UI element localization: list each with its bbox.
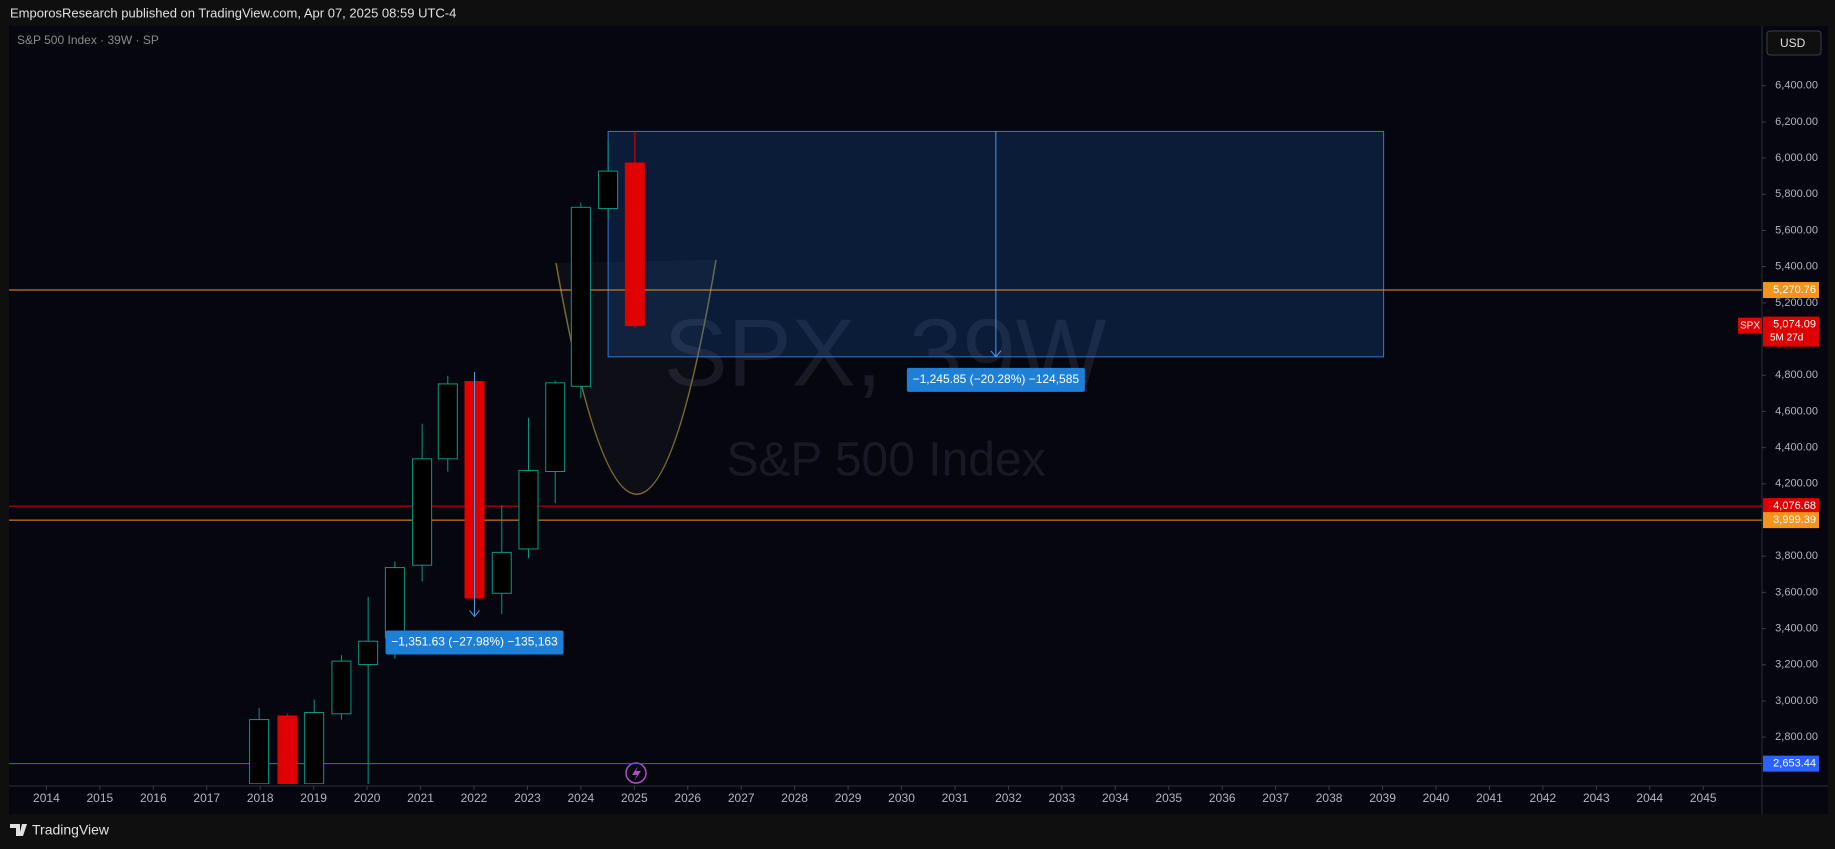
x-tick-label: 2016 bbox=[140, 791, 167, 805]
y-tick-label: 3,000.00 bbox=[1775, 695, 1818, 707]
candle-body bbox=[437, 383, 458, 460]
x-tick-label: 2015 bbox=[87, 791, 114, 805]
candle-body bbox=[570, 206, 591, 387]
x-tick-label: 2026 bbox=[674, 791, 701, 805]
y-tick-label: 6,400.00 bbox=[1775, 80, 1818, 92]
event-icon-bolt bbox=[632, 766, 641, 781]
y-tick-label: 5,600.00 bbox=[1775, 224, 1818, 236]
y-tick-label: 4,400.00 bbox=[1775, 442, 1818, 454]
x-tick-label: 2039 bbox=[1369, 791, 1396, 805]
x-tick-label: 2044 bbox=[1636, 791, 1663, 805]
plot-background bbox=[9, 26, 1762, 814]
candle-body bbox=[491, 551, 512, 594]
y-tick-label: 5,800.00 bbox=[1775, 188, 1818, 200]
x-tick-label: 2041 bbox=[1476, 791, 1503, 805]
y-tick-label: 3,200.00 bbox=[1775, 659, 1818, 671]
x-tick-label: 2037 bbox=[1262, 791, 1289, 805]
symbol-label: SPX bbox=[1740, 320, 1760, 331]
candle-body bbox=[277, 715, 298, 784]
candle-body bbox=[358, 640, 379, 666]
price-label: 5,270.76 bbox=[1773, 284, 1816, 296]
last-price-box bbox=[1763, 316, 1819, 347]
x-tick-label: 2033 bbox=[1049, 791, 1076, 805]
x-tick-label: 2020 bbox=[354, 791, 381, 805]
x-tick-label: 2023 bbox=[514, 791, 541, 805]
y-tick-label: 3,400.00 bbox=[1775, 622, 1818, 634]
x-tick-label: 2027 bbox=[728, 791, 755, 805]
x-tick-label: 2038 bbox=[1316, 791, 1343, 805]
measure-label: −1,351.63 (−27.98%) −135,163 bbox=[391, 635, 558, 649]
countdown-label: 5M 27d bbox=[1770, 332, 1803, 343]
y-tick-label: 3,600.00 bbox=[1775, 586, 1818, 598]
x-tick-label: 2042 bbox=[1530, 791, 1557, 805]
x-tick-label: 2032 bbox=[995, 791, 1022, 805]
legend-text: S&P 500 Index · 39W · SP bbox=[17, 33, 159, 47]
y-tick-label: 5,400.00 bbox=[1775, 261, 1818, 273]
y-tick-label: 3,800.00 bbox=[1775, 550, 1818, 562]
publisher-line: EmporosResearch published on TradingView… bbox=[10, 5, 456, 20]
watermark-name: S&P 500 Index bbox=[726, 434, 1045, 487]
chart-layer: 2,800.00 3,000.00 3,200.00 3,400.00 3,600.00… bbox=[9, 80, 1819, 805]
x-tick-label: 2031 bbox=[942, 791, 969, 805]
price-label: 2,653.44 bbox=[1773, 758, 1816, 770]
x-tick-label: 2017 bbox=[193, 791, 220, 805]
candle-body bbox=[331, 660, 352, 715]
event-icon[interactable] bbox=[625, 762, 647, 784]
candle-body bbox=[304, 712, 325, 784]
y-tick-label: 4,600.00 bbox=[1775, 405, 1818, 417]
x-tick-label: 2014 bbox=[33, 791, 60, 805]
price-label: 4,076.68 bbox=[1773, 500, 1816, 512]
x-tick-label: 2019 bbox=[300, 791, 327, 805]
price-label-box bbox=[1763, 282, 1819, 299]
price-label-box bbox=[1763, 512, 1819, 529]
price-label-box bbox=[1763, 498, 1819, 515]
price-label: 3,999.39 bbox=[1773, 514, 1816, 526]
x-tick-label: 2021 bbox=[407, 791, 434, 805]
candle-body bbox=[412, 458, 433, 566]
x-tick-label: 2036 bbox=[1209, 791, 1236, 805]
symbol-label-box bbox=[1738, 317, 1762, 334]
y-tick-label: 5,200.00 bbox=[1775, 297, 1818, 309]
x-tick-label: 2028 bbox=[781, 791, 808, 805]
brand-logo bbox=[10, 824, 27, 836]
measure-arrowhead bbox=[469, 610, 480, 618]
candle-body bbox=[624, 162, 645, 327]
measure-label-box bbox=[385, 630, 564, 655]
candle-body bbox=[598, 170, 619, 210]
x-tick-label: 2045 bbox=[1690, 791, 1717, 805]
y-tick-label: 2,800.00 bbox=[1775, 731, 1818, 743]
candle-body bbox=[384, 567, 405, 639]
x-tick-label: 2024 bbox=[568, 791, 595, 805]
price-label-box bbox=[1763, 755, 1819, 772]
candle-body bbox=[518, 469, 539, 550]
plot-area bbox=[9, 130, 1762, 784]
candle-body bbox=[545, 382, 566, 472]
y-tick-label: 6,200.00 bbox=[1775, 116, 1818, 128]
y-tick-label: 4,800.00 bbox=[1775, 369, 1818, 381]
x-tick-label: 2022 bbox=[461, 791, 488, 805]
currency-label[interactable]: USD bbox=[1780, 36, 1806, 50]
x-tick-label: 2018 bbox=[247, 791, 274, 805]
x-tick-label: 2040 bbox=[1423, 791, 1450, 805]
x-tick-label: 2029 bbox=[835, 791, 862, 805]
brand-name: TradingView bbox=[32, 822, 110, 838]
x-tick-label: 2025 bbox=[621, 791, 648, 805]
x-tick-label: 2034 bbox=[1102, 791, 1129, 805]
price-axis-background bbox=[1762, 26, 1828, 814]
currency-button[interactable] bbox=[1766, 30, 1822, 56]
x-tick-label: 2030 bbox=[888, 791, 915, 805]
x-tick-label: 2035 bbox=[1155, 791, 1182, 805]
y-tick-label: 4,200.00 bbox=[1775, 478, 1818, 490]
y-tick-label: 6,000.00 bbox=[1775, 152, 1818, 164]
measure-label: −1,245.85 (−20.28%) −124,585 bbox=[913, 372, 1080, 386]
x-tick-label: 2043 bbox=[1583, 791, 1610, 805]
measure-arrowhead bbox=[990, 350, 1002, 358]
footer-background bbox=[0, 814, 1835, 849]
measure-label-box bbox=[906, 367, 1085, 392]
candle-body bbox=[249, 719, 270, 784]
last-price-label: 5,074.09 bbox=[1773, 319, 1816, 331]
